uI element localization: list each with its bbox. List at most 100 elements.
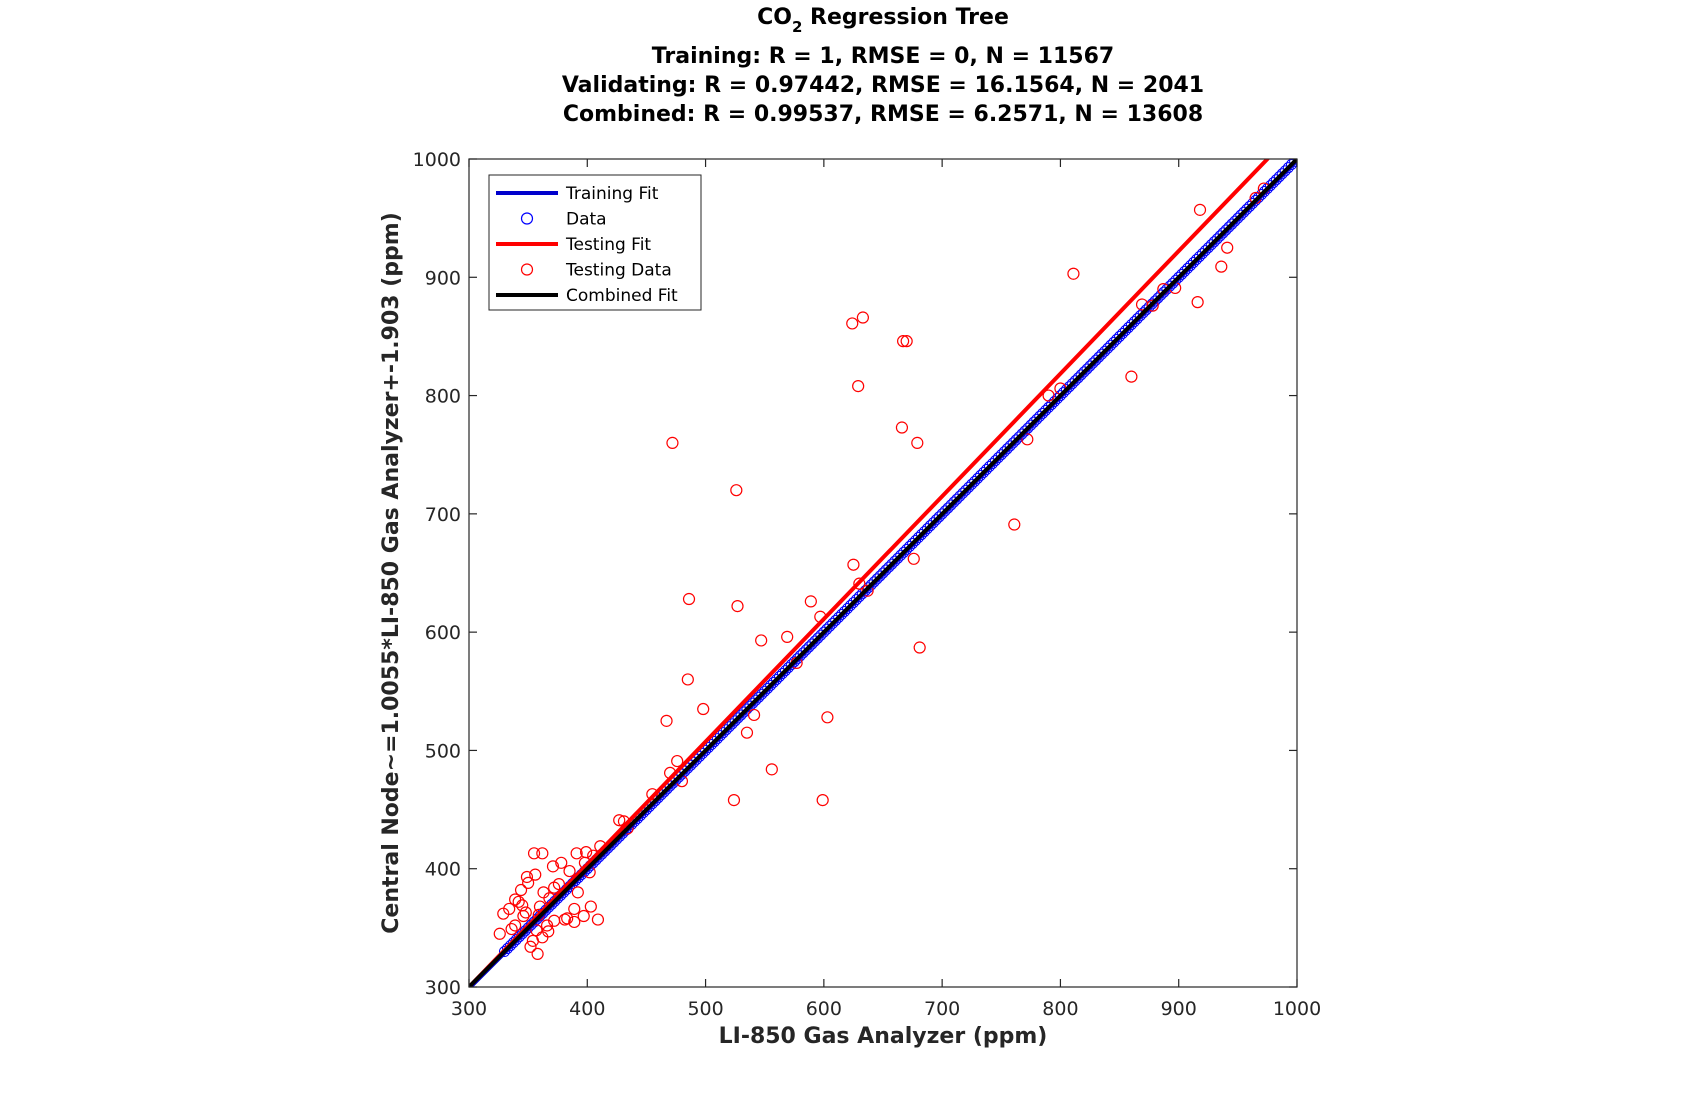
testing-data-point — [895, 421, 909, 434]
training-data-point — [1078, 366, 1090, 378]
testing-data-point — [522, 876, 535, 890]
testing-data-point — [755, 634, 768, 647]
training-data-point — [812, 632, 824, 644]
training-data-point — [1034, 410, 1046, 422]
training-data-point — [983, 461, 995, 473]
training-data-point — [501, 943, 513, 955]
training-data-point — [1001, 443, 1013, 455]
testing-data-point — [765, 763, 778, 776]
training-data-point — [768, 676, 780, 688]
training-data-point — [830, 614, 842, 626]
training-data-point — [901, 543, 913, 555]
training-data-point — [711, 733, 723, 745]
training-data-point — [895, 549, 907, 561]
testing-data-point — [847, 558, 860, 571]
legend-marker-swatch — [520, 263, 534, 276]
training-data-point — [1214, 230, 1226, 242]
training-data-point — [806, 638, 818, 650]
training-data-point — [788, 656, 800, 668]
training-data-point — [1217, 227, 1229, 239]
training-data-point — [1176, 268, 1188, 280]
training-data-point — [762, 682, 774, 694]
testing-data-point — [913, 641, 926, 654]
testing-data-point — [571, 886, 584, 899]
axis-ticks: 300 400 500 600 700 800 900 1000 300 400 500 600 700… — [413, 149, 1322, 1020]
training-data-point — [688, 756, 700, 768]
training-data-point — [886, 558, 898, 570]
testing-data-point — [519, 906, 532, 919]
training-data-point — [729, 715, 741, 727]
y-tick-label: 800 — [425, 386, 461, 408]
training-data-point — [930, 514, 942, 526]
training-data-point — [989, 455, 1001, 467]
training-data-point — [753, 691, 765, 703]
training-data-point — [918, 526, 930, 538]
training-data-point — [1264, 180, 1276, 192]
training-data-point — [1031, 413, 1043, 425]
training-data-point — [850, 594, 862, 606]
combined-fit-line — [469, 159, 1297, 987]
training-data-point — [1261, 183, 1273, 195]
training-data-point — [785, 659, 797, 671]
legend-item-testing-fit: Testing Fit — [496, 235, 651, 255]
training-data-point — [1235, 209, 1247, 221]
training-data-point — [969, 475, 981, 487]
training-data-point — [981, 464, 992, 475]
training-data-point — [726, 718, 738, 730]
training-data-point — [504, 940, 516, 952]
testing-data-point — [697, 702, 710, 716]
training-data-point — [519, 925, 531, 937]
training-data-point — [1223, 221, 1235, 233]
testing-data-point — [493, 927, 506, 940]
testing-data-point — [804, 595, 817, 608]
training-data-point — [800, 644, 812, 656]
training-data-point — [1276, 168, 1288, 180]
training-data-point — [1043, 401, 1055, 413]
y-tick-label: 900 — [425, 267, 461, 289]
training-data-point — [1046, 398, 1058, 410]
training-data-point — [771, 673, 783, 685]
training-data-point — [1004, 440, 1016, 452]
testing-data-point — [577, 909, 590, 923]
y-axis-label: Central Node~=1.0055*LI-850 Gas Analyzer… — [379, 212, 404, 934]
testing-data-point — [505, 922, 518, 936]
legend-label: Testing Data — [565, 261, 672, 281]
x-tick-label: 500 — [687, 998, 723, 1020]
training-data-point — [1075, 369, 1087, 381]
training-data-point — [1267, 177, 1279, 189]
training-data-point — [1057, 387, 1069, 399]
training-data-point — [839, 605, 851, 617]
training-data-point — [1137, 307, 1149, 319]
training-data-point — [809, 635, 821, 647]
plot-series — [469, 159, 1297, 987]
x-tick-label: 700 — [924, 998, 960, 1020]
testing-data-point — [1008, 518, 1021, 531]
training-data-point — [720, 724, 732, 736]
training-data-point — [705, 739, 717, 751]
training-data-point — [1069, 375, 1081, 387]
testing-fit-line — [469, 159, 1270, 987]
training-data-point — [986, 458, 998, 470]
training-data-point — [1087, 357, 1099, 369]
legend-label: Training Fit — [565, 184, 659, 204]
chart-title-validating-stats: Validating: R = 0.97442, RMSE = 16.1564,… — [562, 73, 1204, 98]
legend-label: Combined Fit — [566, 286, 678, 306]
training-data-point — [892, 552, 904, 564]
testing-data-point — [747, 708, 761, 722]
training-data-point — [1208, 236, 1220, 248]
x-tick-label: 900 — [1161, 998, 1197, 1020]
training-data-point — [498, 946, 510, 958]
testing-data-point — [524, 940, 537, 953]
training-data-point — [842, 602, 854, 614]
training-data-point — [1108, 336, 1120, 348]
testing-data-point — [853, 577, 866, 590]
training-data-point — [1114, 330, 1126, 342]
plot-clipped-group — [469, 159, 1297, 987]
training-data-point — [1105, 339, 1117, 351]
legend-label: Data — [566, 210, 607, 230]
testing-data-point — [856, 311, 869, 324]
training-data-point — [507, 937, 519, 949]
training-data-point — [818, 626, 830, 638]
testing-data-point — [852, 380, 865, 393]
training-data-point — [700, 744, 712, 756]
